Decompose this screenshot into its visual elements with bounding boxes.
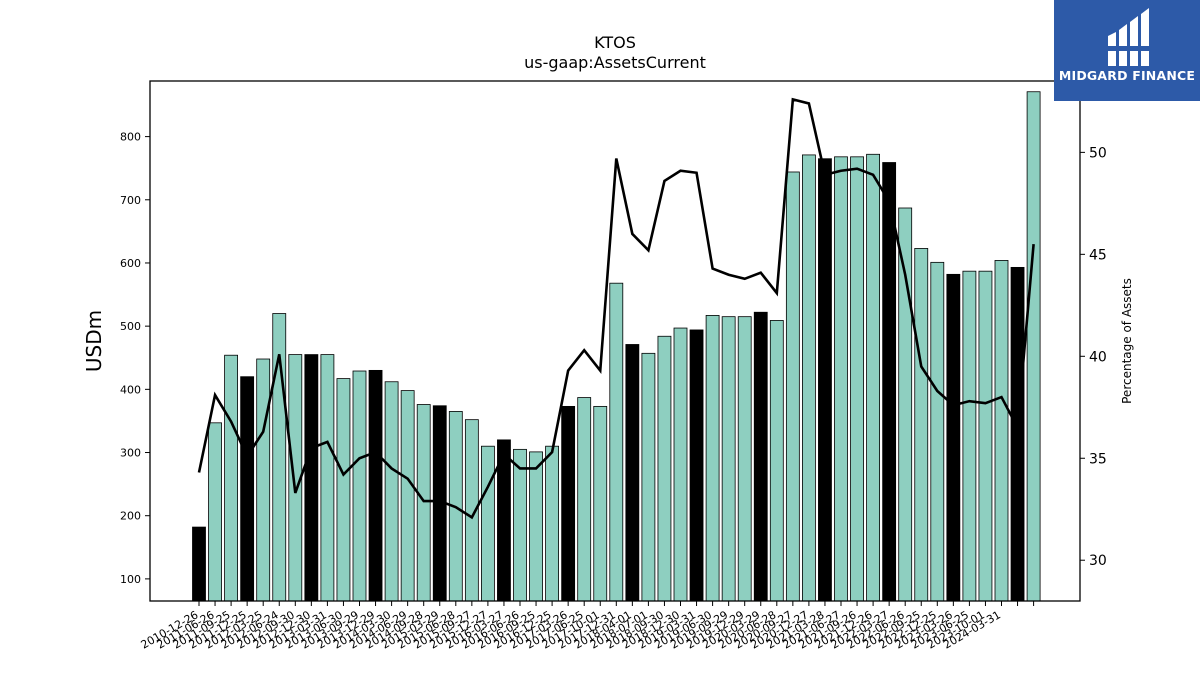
y2-tick-label: 30 — [1089, 553, 1107, 569]
y2-tick-label: 50 — [1089, 145, 1107, 161]
y-tick-label: 500 — [120, 320, 141, 333]
bar — [866, 153, 880, 602]
bar — [208, 422, 222, 602]
bar — [1026, 91, 1041, 602]
bar — [946, 273, 961, 602]
bar — [962, 270, 977, 602]
bar — [785, 171, 800, 602]
bar — [593, 405, 608, 602]
plot-frame — [149, 80, 1081, 602]
bar — [336, 378, 351, 602]
bar — [930, 261, 945, 602]
percentage-line — [197, 97, 1035, 520]
y2-tick-label: 35 — [1089, 451, 1107, 467]
bar — [545, 445, 559, 602]
bar — [416, 404, 431, 602]
bar — [978, 270, 993, 602]
bar — [352, 370, 367, 602]
y-tick-label: 600 — [120, 257, 141, 270]
bar — [625, 344, 640, 602]
y-tick-label: 400 — [120, 383, 141, 396]
bar — [320, 354, 335, 602]
midgard-logo-icon — [1108, 8, 1149, 66]
x-axis: 2010-12-262011-06-262011-09-252011-12-25… — [139, 601, 1035, 652]
bar — [737, 316, 752, 602]
bar — [368, 369, 383, 602]
y-tick-label: 200 — [120, 510, 141, 523]
bar — [882, 162, 897, 602]
bar — [400, 390, 415, 602]
y2-tick-label: 40 — [1089, 349, 1107, 365]
y-axis-left: 100 200 300 400 500 600 700 800 — [120, 131, 150, 586]
y-axis-right: 30 35 40 45 50 — [1080, 145, 1107, 569]
bar — [529, 451, 543, 602]
bar — [256, 358, 271, 602]
bar — [818, 158, 832, 602]
y-tick-label: 100 — [120, 573, 141, 586]
bar — [240, 376, 255, 602]
bar — [657, 335, 672, 602]
bar — [480, 445, 495, 602]
logo-text: MIDGARD FINANCE — [1058, 68, 1196, 83]
bar — [689, 329, 704, 602]
bar — [994, 260, 1009, 602]
chart-title: KTOS — [594, 33, 636, 52]
bar — [834, 156, 848, 602]
bar — [802, 154, 816, 602]
midgard-logo: MIDGARD FINANCE — [1054, 0, 1200, 101]
bar — [914, 248, 929, 602]
y2-axis-label: Percentage of Assets — [1120, 278, 1134, 404]
bar — [769, 320, 784, 602]
bar — [304, 354, 319, 602]
bar — [224, 354, 239, 602]
y-tick-label: 700 — [120, 194, 141, 207]
bar — [721, 316, 736, 602]
bar — [577, 397, 592, 602]
y2-tick-label: 45 — [1089, 247, 1107, 263]
bar — [705, 315, 720, 602]
bar — [898, 207, 913, 602]
bar — [1010, 266, 1025, 602]
y-axis-label: USDm — [82, 310, 106, 372]
bar — [609, 282, 624, 602]
y-tick-label: 300 — [120, 447, 141, 460]
bar — [753, 311, 768, 602]
bar — [384, 381, 399, 602]
bar — [561, 405, 576, 602]
bar — [513, 448, 527, 602]
y-tick-label: 800 — [120, 131, 141, 144]
bar — [641, 352, 656, 602]
bar — [673, 327, 688, 602]
bar — [850, 156, 864, 602]
chart-subtitle: us-gaap:AssetsCurrent — [524, 53, 706, 72]
bar — [192, 526, 206, 602]
